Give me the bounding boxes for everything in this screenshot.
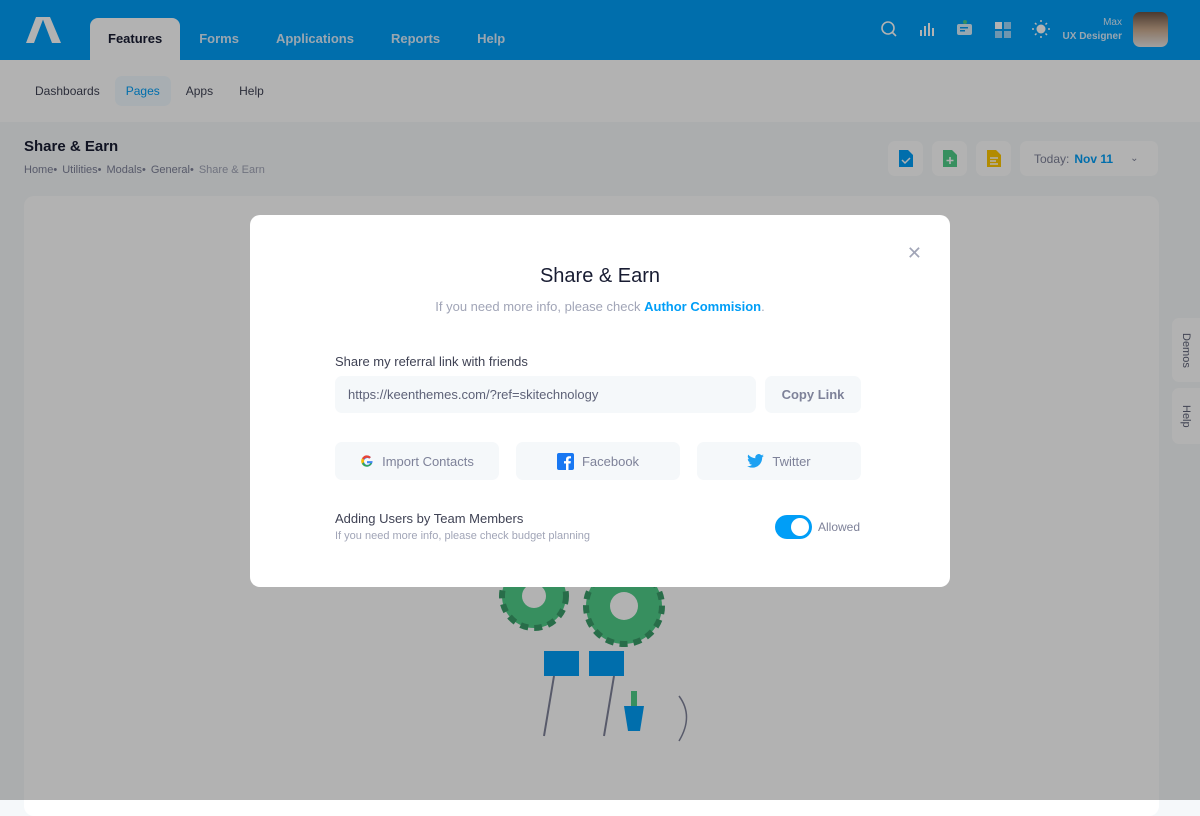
subtitle-end: . xyxy=(761,299,765,314)
chart-icon[interactable] xyxy=(918,18,936,40)
twitter-button[interactable]: Twitter xyxy=(697,442,861,480)
date-picker[interactable]: Today: Nov 11 ⌄ xyxy=(1020,141,1158,176)
import-contacts-button[interactable]: Import Contacts xyxy=(335,442,499,480)
facebook-button[interactable]: Facebook xyxy=(516,442,680,480)
sub-navigation: Dashboards Pages Apps Help xyxy=(0,60,1200,122)
illustration xyxy=(499,566,688,742)
search-icon[interactable] xyxy=(880,18,898,40)
user-role: UX Designer xyxy=(1062,31,1122,42)
breadcrumb-current: Share & Earn xyxy=(198,164,265,176)
breadcrumb-modals[interactable]: Modals• xyxy=(106,164,146,176)
subnav-help[interactable]: Help xyxy=(239,84,264,98)
twitter-icon xyxy=(747,454,765,468)
breadcrumb-utilities[interactable]: Utilities• xyxy=(62,164,102,176)
chat-icon[interactable] xyxy=(956,18,974,40)
theme-sun-icon[interactable] xyxy=(1032,18,1050,40)
setting-subtitle: If you need more info, please check budg… xyxy=(335,530,591,542)
help-side-tab[interactable]: Help xyxy=(1172,388,1200,444)
logo[interactable] xyxy=(24,16,62,44)
file-text-button[interactable] xyxy=(976,141,1011,176)
tab-forms[interactable]: Forms xyxy=(199,31,239,46)
today-value: Nov 11 xyxy=(1074,151,1114,166)
user-info[interactable]: Max UX Designer xyxy=(1063,16,1122,44)
referral-label: Share my referral link with friends xyxy=(335,354,528,369)
file-add-button[interactable] xyxy=(932,141,967,176)
referral-link-input[interactable]: https://keenthemes.com/?ref=skitechnolog… xyxy=(335,376,756,413)
top-header: Features Forms Applications Reports Help… xyxy=(0,0,1200,60)
copy-link-button[interactable]: Copy Link xyxy=(765,376,861,413)
user-name: Max xyxy=(1103,17,1122,28)
page-title: Share & Earn xyxy=(24,138,119,155)
subtitle-text: If you need more info, please check xyxy=(435,299,645,314)
google-icon xyxy=(361,455,373,467)
breadcrumb-general[interactable]: General• xyxy=(150,164,194,176)
tab-reports[interactable]: Reports xyxy=(390,31,441,46)
tab-help[interactable]: Help xyxy=(477,31,506,46)
allowed-toggle[interactable] xyxy=(775,515,812,539)
apps-icon[interactable] xyxy=(994,18,1012,40)
tab-applications[interactable]: Applications xyxy=(275,31,354,46)
file-text-icon xyxy=(986,150,1001,167)
today-label: Today: xyxy=(1034,151,1070,166)
twitter-label: Twitter xyxy=(772,453,811,469)
subnav-apps[interactable]: Apps xyxy=(185,84,214,98)
file-check-button[interactable] xyxy=(888,141,923,176)
modal-title: Share & Earn xyxy=(539,265,661,287)
modal-subtitle: If you need more info, please check Auth… xyxy=(250,299,950,314)
subnav-dashboards[interactable]: Dashboards xyxy=(35,84,100,98)
facebook-label: Facebook xyxy=(581,453,640,469)
close-icon[interactable]: ✕ xyxy=(906,243,922,263)
tab-features[interactable]: Features xyxy=(90,18,181,60)
breadcrumb-home[interactable]: Home• xyxy=(24,164,58,176)
file-check-icon xyxy=(898,150,913,167)
setting-title: Adding Users by Team Members xyxy=(335,511,524,526)
import-contacts-label: Import Contacts xyxy=(382,453,474,469)
facebook-icon xyxy=(556,452,574,470)
breadcrumb: Home• Utilities• Modals• General• Share … xyxy=(24,164,265,176)
toggle-label: Allowed xyxy=(818,520,861,534)
share-earn-modal: ✕ Share & Earn If you need more info, pl… xyxy=(250,215,950,587)
avatar[interactable] xyxy=(1133,12,1168,47)
file-add-icon xyxy=(942,150,957,167)
chevron-down-icon: ⌄ xyxy=(1130,153,1139,164)
author-commission-link[interactable]: Author Commision xyxy=(644,299,762,314)
demos-side-tab[interactable]: Demos xyxy=(1172,318,1200,382)
subnav-pages[interactable]: Pages xyxy=(114,76,171,106)
